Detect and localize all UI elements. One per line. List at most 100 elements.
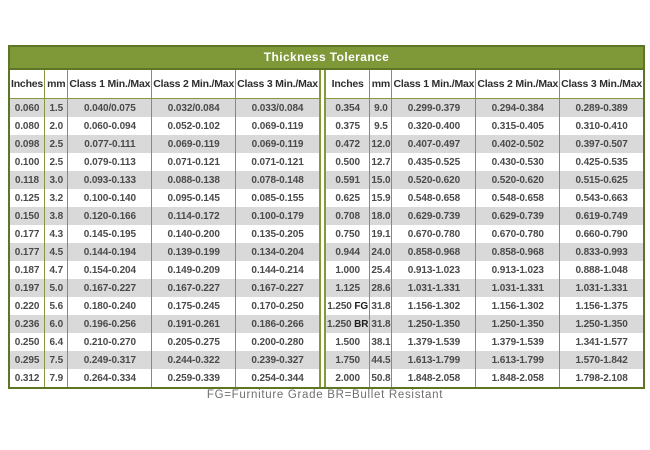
table-row: 0.591 15.0 0.520-0.620 0.520-0.620 0.515-0.6… xyxy=(324,171,643,189)
table-cell: 0.430-0.530 xyxy=(475,153,560,171)
table-cell: 0.888-1.048 xyxy=(559,261,643,279)
table-cell: 0.254-0.344 xyxy=(235,369,320,387)
thickness-tolerance-sheet: Thickness Tolerance Inches mm Class 1 Min.… xyxy=(8,45,645,389)
table-row: 0.177 4.3 0.145-0.195 0.140-0.200 0.135-0.20… xyxy=(10,225,320,243)
table-cell: 0.264-0.334 xyxy=(67,369,152,387)
table-cell: 1.848-2.058 xyxy=(475,369,560,387)
table-cell: 0.077-0.111 xyxy=(67,135,152,153)
table-cell: 0.236 xyxy=(14,318,40,330)
table-cell: 44.5 xyxy=(369,351,392,369)
table-cell: 1.250 FG xyxy=(327,300,369,312)
table-cell: 1.031-1.331 xyxy=(391,279,476,297)
table-cell: 0.032/0.084 xyxy=(151,98,236,117)
header-row: Inches mm Class 1 Min./Max Class 2 Min./Max… xyxy=(324,70,643,99)
table-cell: 0.520-0.620 xyxy=(475,171,560,189)
table-cell: 0.187 xyxy=(14,264,40,276)
table-cell: 2.5 xyxy=(44,153,68,171)
table-cell: 0.175-0.245 xyxy=(151,297,236,315)
table-cell: 31.8 xyxy=(369,315,392,333)
table-cell: 1.000 xyxy=(335,264,360,276)
table-cell: 1.250 BR xyxy=(326,318,369,330)
table-cell: 0.079-0.113 xyxy=(67,153,152,171)
table-cell: 0.660-0.790 xyxy=(559,225,643,243)
table-cell: 0.088-0.138 xyxy=(151,171,236,189)
table-cell: 0.500 xyxy=(335,156,360,168)
table-row: 0.220 5.6 0.180-0.240 0.175-0.245 0.170-0.25… xyxy=(10,297,320,315)
column-header: Class 3 Min./Max xyxy=(559,70,643,99)
table-cell: 0.177 xyxy=(14,228,40,240)
table-cell: 0.100 xyxy=(14,156,40,168)
table-cell: 0.098 xyxy=(14,138,40,150)
table-cell: 0.220 xyxy=(14,300,40,312)
table-cell: 0.060-0.094 xyxy=(67,117,152,135)
table-cell: 25.4 xyxy=(369,261,392,279)
table-cell: 0.858-0.968 xyxy=(391,243,476,261)
table-row: 1.250 BR 31.8 1.250-1.350 1.250-1.350 1.250-… xyxy=(324,315,643,333)
table-cell: 0.205-0.275 xyxy=(151,333,236,351)
table-cell: 1.5 xyxy=(44,98,68,117)
table-cell: 0.375 xyxy=(335,120,360,132)
column-header: Class 1 Min./Max xyxy=(391,70,476,99)
table-cell: 0.435-0.525 xyxy=(391,153,476,171)
grade-abbrev: BR xyxy=(354,318,369,330)
table-cell: 0.295 xyxy=(14,354,40,366)
table-cell: 19.1 xyxy=(369,225,392,243)
table-cell: 0.154-0.204 xyxy=(67,261,152,279)
table-row: 0.060 1.5 0.040/0.075 0.032/0.084 0.033/0.08… xyxy=(10,98,320,117)
table-cell: 0.069-0.119 xyxy=(151,135,236,153)
table-cell: 6.4 xyxy=(44,333,68,351)
table-cell: 0.299-0.379 xyxy=(391,98,476,117)
table-cell: 12.7 xyxy=(369,153,392,171)
table-body: Inches mm Class 1 Min./Max Class 2 Min./Max… xyxy=(10,70,643,387)
table-cell: 0.289-0.389 xyxy=(559,98,643,117)
table-cell: 1.250-1.350 xyxy=(475,315,560,333)
table-cell: 0.249-0.317 xyxy=(67,351,152,369)
table-cell: 3.8 xyxy=(44,207,68,225)
table-cell: 0.139-0.199 xyxy=(151,243,236,261)
table-cell: 0.093-0.133 xyxy=(67,171,152,189)
table-cell: 0.060 xyxy=(14,102,40,114)
table-cell: 1.500 xyxy=(335,336,360,348)
table-cell: 0.548-0.658 xyxy=(391,189,476,207)
column-header: Class 3 Min./Max xyxy=(235,70,320,99)
table-cell: 28.6 xyxy=(369,279,392,297)
table-cell: 0.177 xyxy=(14,246,40,258)
table-cell: 1.750 xyxy=(335,354,360,366)
table-cell: 0.913-1.023 xyxy=(475,261,560,279)
table-cell: 0.140-0.200 xyxy=(151,225,236,243)
table-cell: 0.629-0.739 xyxy=(391,207,476,225)
column-header: mm xyxy=(369,70,392,99)
table-cell: 24.0 xyxy=(369,243,392,261)
table-cell: 1.156-1.375 xyxy=(559,297,643,315)
table-row: 0.187 4.7 0.154-0.204 0.149-0.209 0.144-0.21… xyxy=(10,261,320,279)
table-row: 0.098 2.5 0.077-0.111 0.069-0.119 0.069-0.11… xyxy=(10,135,320,153)
table-cell: 0.425-0.535 xyxy=(559,153,643,171)
table-cell: 0.310-0.410 xyxy=(559,117,643,135)
table-cell: 15.9 xyxy=(369,189,392,207)
table-cell: 0.069-0.119 xyxy=(235,135,320,153)
table-cell: 1.848-2.058 xyxy=(391,369,476,387)
table-cell: 0.144-0.194 xyxy=(67,243,152,261)
table-row: 0.312 7.9 0.264-0.334 0.259-0.339 0.254-0.34… xyxy=(10,369,320,387)
table-cell: 0.197 xyxy=(14,282,40,294)
table-cell: 0.170-0.250 xyxy=(235,297,320,315)
table-cell: 1.031-1.331 xyxy=(559,279,643,297)
table-cell: 0.259-0.339 xyxy=(151,369,236,387)
table-cell: 0.149-0.209 xyxy=(151,261,236,279)
table-cell: 9.5 xyxy=(369,117,392,135)
table-cell: 0.625 xyxy=(335,192,360,204)
table-cell: 1.125 xyxy=(335,282,360,294)
table-row: 0.150 3.8 0.120-0.166 0.114-0.172 0.100-0.17… xyxy=(10,207,320,225)
table-cell: 3.2 xyxy=(44,189,68,207)
table-row: 0.250 6.4 0.210-0.270 0.205-0.275 0.200-0.28… xyxy=(10,333,320,351)
table-row: 1.750 44.5 1.613-1.799 1.613-1.799 1.570-1.8… xyxy=(324,351,643,369)
table-row: 0.080 2.0 0.060-0.094 0.052-0.102 0.069-0.11… xyxy=(10,117,320,135)
table-cell: 0.472 xyxy=(335,138,360,150)
table-cell: 2.5 xyxy=(44,135,68,153)
table-cell: 2.0 xyxy=(44,117,68,135)
table-cell: 0.239-0.327 xyxy=(235,351,320,369)
header-row: Inches mm Class 1 Min./Max Class 2 Min./Max… xyxy=(10,70,320,99)
table-cell: 1.250-1.350 xyxy=(559,315,643,333)
table-cell: 1.341-1.577 xyxy=(559,333,643,351)
table-cell: 1.031-1.331 xyxy=(475,279,560,297)
